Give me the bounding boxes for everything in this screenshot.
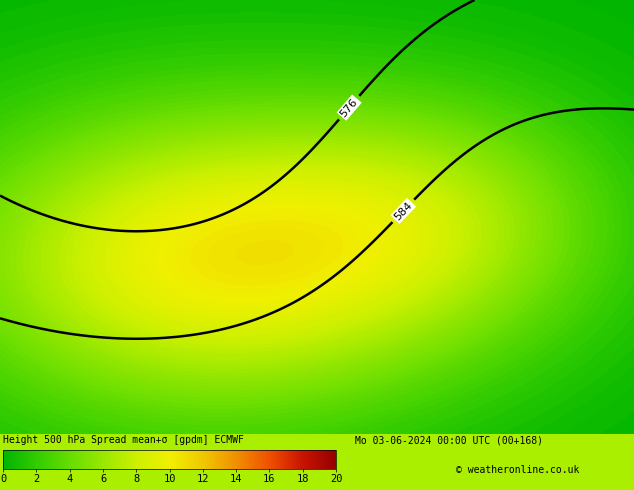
Text: Height 500 hPa Spread mean+σ [gpdm] ECMWF: Height 500 hPa Spread mean+σ [gpdm] ECMW…	[3, 435, 244, 445]
Text: © weatheronline.co.uk: © weatheronline.co.uk	[456, 465, 580, 475]
Text: 584: 584	[392, 200, 414, 222]
Text: Mo 03-06-2024 00:00 UTC (00+168): Mo 03-06-2024 00:00 UTC (00+168)	[355, 435, 543, 445]
Text: 576: 576	[339, 97, 360, 119]
